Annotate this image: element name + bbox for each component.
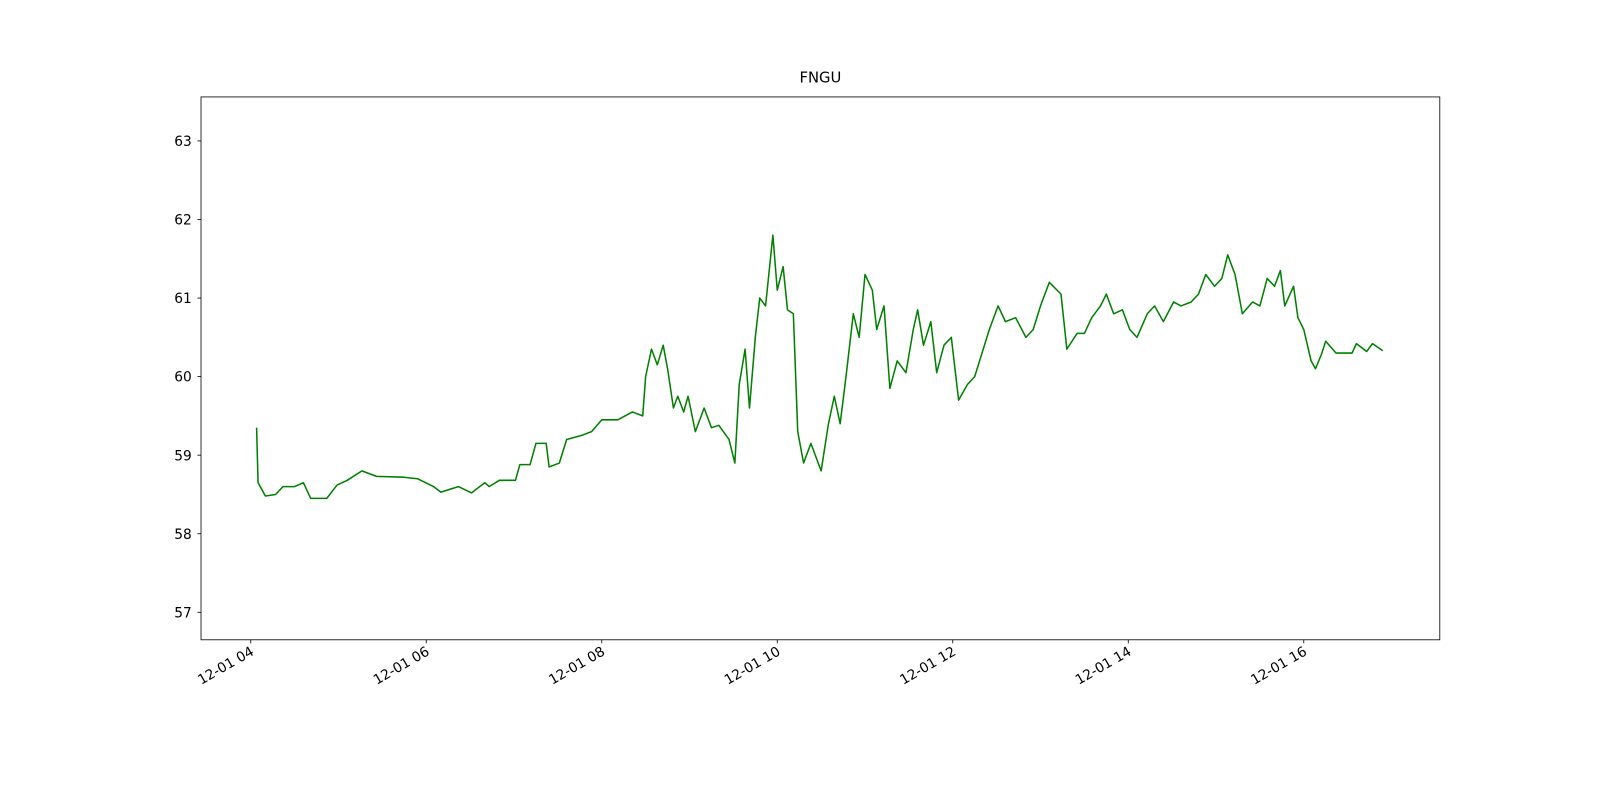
y-tick-label: 63 [174, 134, 192, 150]
y-tick-label: 58 [174, 527, 192, 543]
price-line [255, 234, 1384, 500]
y-tick-label: 61 [174, 291, 192, 307]
y-tick-label: 57 [174, 605, 192, 621]
y-tick-label: 59 [174, 448, 192, 464]
chart-title: FNGU [799, 70, 841, 87]
y-tick-label: 62 [174, 213, 192, 229]
plot-frame [200, 96, 1441, 641]
y-tick-label: 60 [174, 370, 192, 386]
